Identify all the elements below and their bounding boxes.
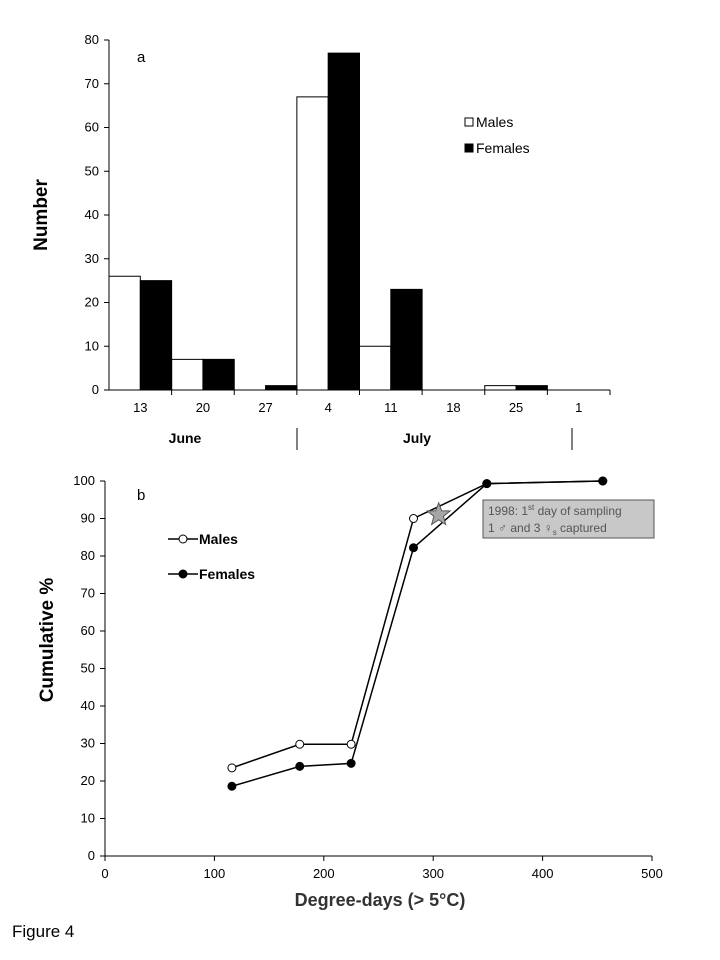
point-males [227, 763, 237, 773]
panel-a-label: a [137, 49, 146, 66]
point-females [409, 543, 419, 553]
a-y-tick-label: 70 [85, 76, 99, 91]
legend-swatch-males [464, 117, 474, 127]
bar-males-25 [484, 385, 517, 391]
a-y-tick-label: 40 [85, 207, 99, 222]
point-males [295, 739, 305, 749]
b-y-tick-label: 10 [81, 811, 95, 826]
bar-males-11 [359, 345, 392, 391]
b-y-tick-label: 20 [81, 773, 95, 788]
b-y-tick-label: 40 [81, 698, 95, 713]
panel-b-legend: Males Females [168, 531, 255, 582]
a-y-tick-label: 30 [85, 251, 99, 266]
a-x-tick-label: 11 [384, 400, 398, 415]
bar-females-25 [515, 385, 548, 391]
panel-a-bar-chart: a Number 0 10 20 30 40 50 60 70 80 13 20 27 4 11 18 25… [31, 32, 611, 450]
b-y-tick-label: 70 [81, 586, 95, 601]
point-females [346, 758, 356, 768]
panel-b-line-chart: b Cumulative % Degree-days (> 5°C) 0 10 20… [37, 473, 663, 910]
legend-label-males: Males [476, 114, 513, 130]
a-x-tick-label: 1 [575, 400, 582, 415]
b-y-tick-label: 60 [81, 623, 95, 638]
bar-females-4 [327, 52, 360, 391]
a-y-tick-label: 50 [85, 163, 99, 178]
legend-label-females: Females [476, 140, 530, 156]
a-x-tick-label: 18 [446, 400, 460, 415]
a-x-tick-label: 25 [509, 400, 523, 415]
legend-swatch-females [464, 143, 474, 153]
panel-a-y-axis-label: Number [31, 179, 52, 251]
panel-a-legend: Males Females [464, 114, 530, 156]
panel-b-y-axis-label: Cumulative % [37, 578, 58, 703]
point-males [346, 739, 356, 749]
bar-females-13 [139, 280, 173, 391]
a-x-tick-label: 13 [133, 400, 147, 415]
series-line-females [231, 480, 603, 787]
bar-females-27 [265, 385, 298, 391]
b-x-tick-label: 500 [641, 866, 663, 881]
month-label-july: July [403, 430, 431, 446]
month-label-june: June [169, 430, 202, 446]
annotation-box [482, 499, 655, 539]
b-y-tick-label: 90 [81, 511, 95, 526]
a-x-tick-label: 27 [258, 400, 272, 415]
point-females [227, 781, 237, 791]
bar-females-11 [390, 288, 423, 391]
star-marker [425, 501, 452, 526]
sampling-annotation: 1998: 1st day of sampling 1 ♂ and 3 ♀s c… [482, 499, 655, 539]
panel-b-label: b [137, 487, 145, 504]
a-y-tick-label: 60 [85, 120, 99, 135]
bar-males-20 [171, 358, 204, 391]
a-y-tick-label: 0 [92, 382, 99, 397]
point-females [598, 476, 608, 486]
panel-b-x-axis-label: Degree-days (> 5°C) [295, 890, 466, 910]
b-y-tick-label: 0 [88, 848, 95, 863]
a-x-tick-label: 20 [196, 400, 210, 415]
bar-males-4 [296, 96, 329, 391]
bar-males-13 [108, 275, 141, 391]
legend-marker-males [178, 534, 188, 544]
b-x-tick-label: 400 [532, 866, 554, 881]
b-x-tick-label: 100 [204, 866, 226, 881]
legend-label-males-b: Males [199, 531, 238, 547]
b-y-tick-label: 50 [81, 661, 95, 676]
a-y-tick-label: 80 [85, 32, 99, 47]
annotation-line-2: 1 ♂ and 3 ♀s captured [488, 521, 607, 537]
point-females [295, 761, 305, 771]
point-females [482, 479, 492, 489]
a-y-tick-label: 20 [85, 295, 99, 310]
legend-label-females-b: Females [199, 566, 255, 582]
a-y-tick-label: 10 [85, 338, 99, 353]
b-y-tick-label: 100 [73, 473, 95, 488]
b-y-tick-label: 80 [81, 548, 95, 563]
point-males [409, 514, 419, 523]
bar-females-20 [202, 358, 235, 391]
b-x-tick-label: 300 [422, 866, 444, 881]
b-y-tick-label: 30 [81, 736, 95, 751]
figure-caption: Figure 4 [12, 922, 74, 941]
legend-marker-females [178, 569, 188, 579]
b-x-tick-label: 200 [313, 866, 335, 881]
a-x-tick-label: 4 [325, 400, 332, 415]
annotation-line-1: 1998: 1st day of sampling [488, 503, 622, 518]
b-x-tick-label: 0 [101, 866, 108, 881]
